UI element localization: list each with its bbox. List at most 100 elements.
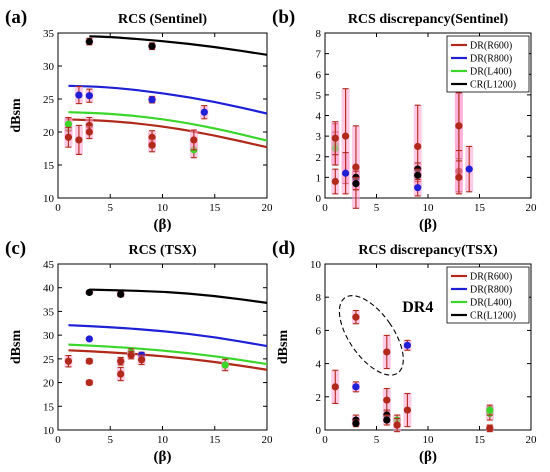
legend: DR(R600) DR(R800) DR(L400) CR(L1200)	[446, 266, 530, 324]
panel-label: (d)	[272, 238, 295, 259]
y-tick-label: 35	[43, 28, 55, 40]
y-tick-label: 0	[316, 425, 322, 437]
x-tick-label: 15	[209, 202, 221, 214]
y-tick-label: 8	[316, 292, 322, 304]
legend-entry: DR(L400)	[470, 67, 512, 78]
data-point	[383, 396, 391, 404]
legend: DR(R600) DR(R800) DR(L400) CR(L1200)	[446, 35, 530, 93]
fit-curve	[68, 84, 268, 115]
data-point	[352, 179, 360, 188]
data-point	[393, 421, 401, 429]
data-point	[64, 120, 73, 128]
y-axis-label: dBsm	[276, 330, 291, 365]
fit-curve	[68, 111, 268, 142]
data-point	[455, 122, 463, 130]
y-tick-label: 20	[43, 378, 55, 390]
plot-frame	[57, 32, 268, 199]
data-point	[75, 91, 83, 99]
data-point	[148, 42, 156, 50]
data-point	[486, 406, 494, 414]
data-point	[117, 357, 125, 365]
data-point	[85, 128, 93, 136]
x-tick-label: 0	[55, 202, 61, 214]
fit-curve	[68, 324, 268, 348]
y-tick-label: 4	[316, 359, 322, 371]
legend-entry: DR(R600)	[470, 41, 512, 52]
x-tick-label: 15	[209, 434, 221, 446]
y-tick-label: 0	[316, 193, 322, 205]
data-point	[64, 133, 73, 141]
chart-title: RCS (TSX)	[128, 243, 196, 258]
data-point	[403, 341, 411, 349]
y-tick-label: 30	[43, 61, 55, 73]
data-point	[403, 406, 411, 414]
data-point	[331, 383, 339, 391]
legend-entry: DR(R600)	[470, 272, 512, 283]
data-point	[85, 288, 93, 297]
x-tick-label: 0	[55, 434, 61, 446]
panel-c: 0 5 10 15 20 10 15 20 25 30 35 40 45 (c) RCS (TSX) (β) d…	[5, 238, 273, 465]
data-point	[414, 142, 422, 151]
chart-title: RCS discrepancy(Sentinel)	[348, 12, 509, 27]
data-point	[64, 357, 73, 365]
y-tick-label: 45	[43, 259, 55, 271]
x-axis-label: (β)	[154, 217, 172, 233]
data-point	[465, 165, 473, 173]
data-point	[486, 424, 494, 432]
data-point	[331, 134, 339, 142]
legend-entry: DR(L400)	[470, 298, 512, 309]
fit-curve	[68, 343, 268, 366]
y-tick-label: 10	[43, 425, 55, 437]
x-tick-label: 15	[474, 434, 486, 446]
panel-label: (a)	[5, 7, 27, 28]
fit-curve	[89, 35, 268, 56]
y-tick-label: 2	[316, 152, 322, 164]
annotation-label: DR4	[402, 299, 433, 316]
fit-curve	[89, 288, 268, 304]
data-point	[190, 136, 198, 144]
y-tick-label: 25	[43, 354, 55, 366]
data-point	[148, 141, 156, 149]
x-axis-label: (β)	[419, 217, 437, 233]
panel-d: 0 5 10 15 20 0 2 4 6 8 10 (d) RCS discrepancy(TSX) (β…	[272, 238, 537, 465]
y-tick-label: 8	[316, 28, 322, 40]
y-tick-label: 6	[316, 325, 322, 337]
data-point	[342, 169, 350, 177]
data-point	[127, 351, 135, 359]
data-point	[414, 184, 422, 192]
x-axis-label: (β)	[419, 449, 437, 465]
panel-b: 0 5 10 15 20 0 1 2 3 4 5 6 7 8 (b) RCS discrepancy(Sent…	[272, 7, 537, 233]
y-tick-label: 10	[310, 259, 322, 271]
x-tick-label: 10	[157, 434, 169, 446]
y-tick-label: 2	[316, 392, 322, 404]
data-point	[85, 357, 93, 365]
y-tick-label: 4	[316, 111, 322, 123]
legend-entry: DR(R800)	[470, 54, 512, 65]
data-point	[455, 173, 463, 181]
panel-label: (c)	[5, 238, 26, 259]
data-point	[148, 96, 156, 104]
data-point	[342, 132, 350, 140]
data-point	[352, 419, 360, 427]
data-point	[352, 383, 360, 391]
data-point	[414, 171, 422, 179]
x-tick-label: 10	[423, 434, 435, 446]
x-tick-label: 5	[108, 434, 114, 446]
y-tick-label: 3	[316, 131, 322, 143]
y-tick-label: 20	[43, 127, 55, 139]
y-tick-label: 15	[43, 160, 55, 172]
data-point	[85, 92, 93, 100]
data-point	[331, 177, 339, 186]
x-tick-label: 20	[262, 202, 274, 214]
chart-title: RCS discrepancy(TSX)	[358, 243, 498, 258]
annotation-ellipse	[338, 295, 404, 376]
y-tick-label: 1	[316, 172, 322, 184]
data-point	[85, 378, 93, 387]
data-point	[352, 313, 360, 321]
y-tick-label: 5	[316, 90, 322, 102]
data-point	[117, 290, 125, 298]
y-axis-label: dBsm	[9, 98, 24, 133]
data-point	[383, 348, 391, 356]
